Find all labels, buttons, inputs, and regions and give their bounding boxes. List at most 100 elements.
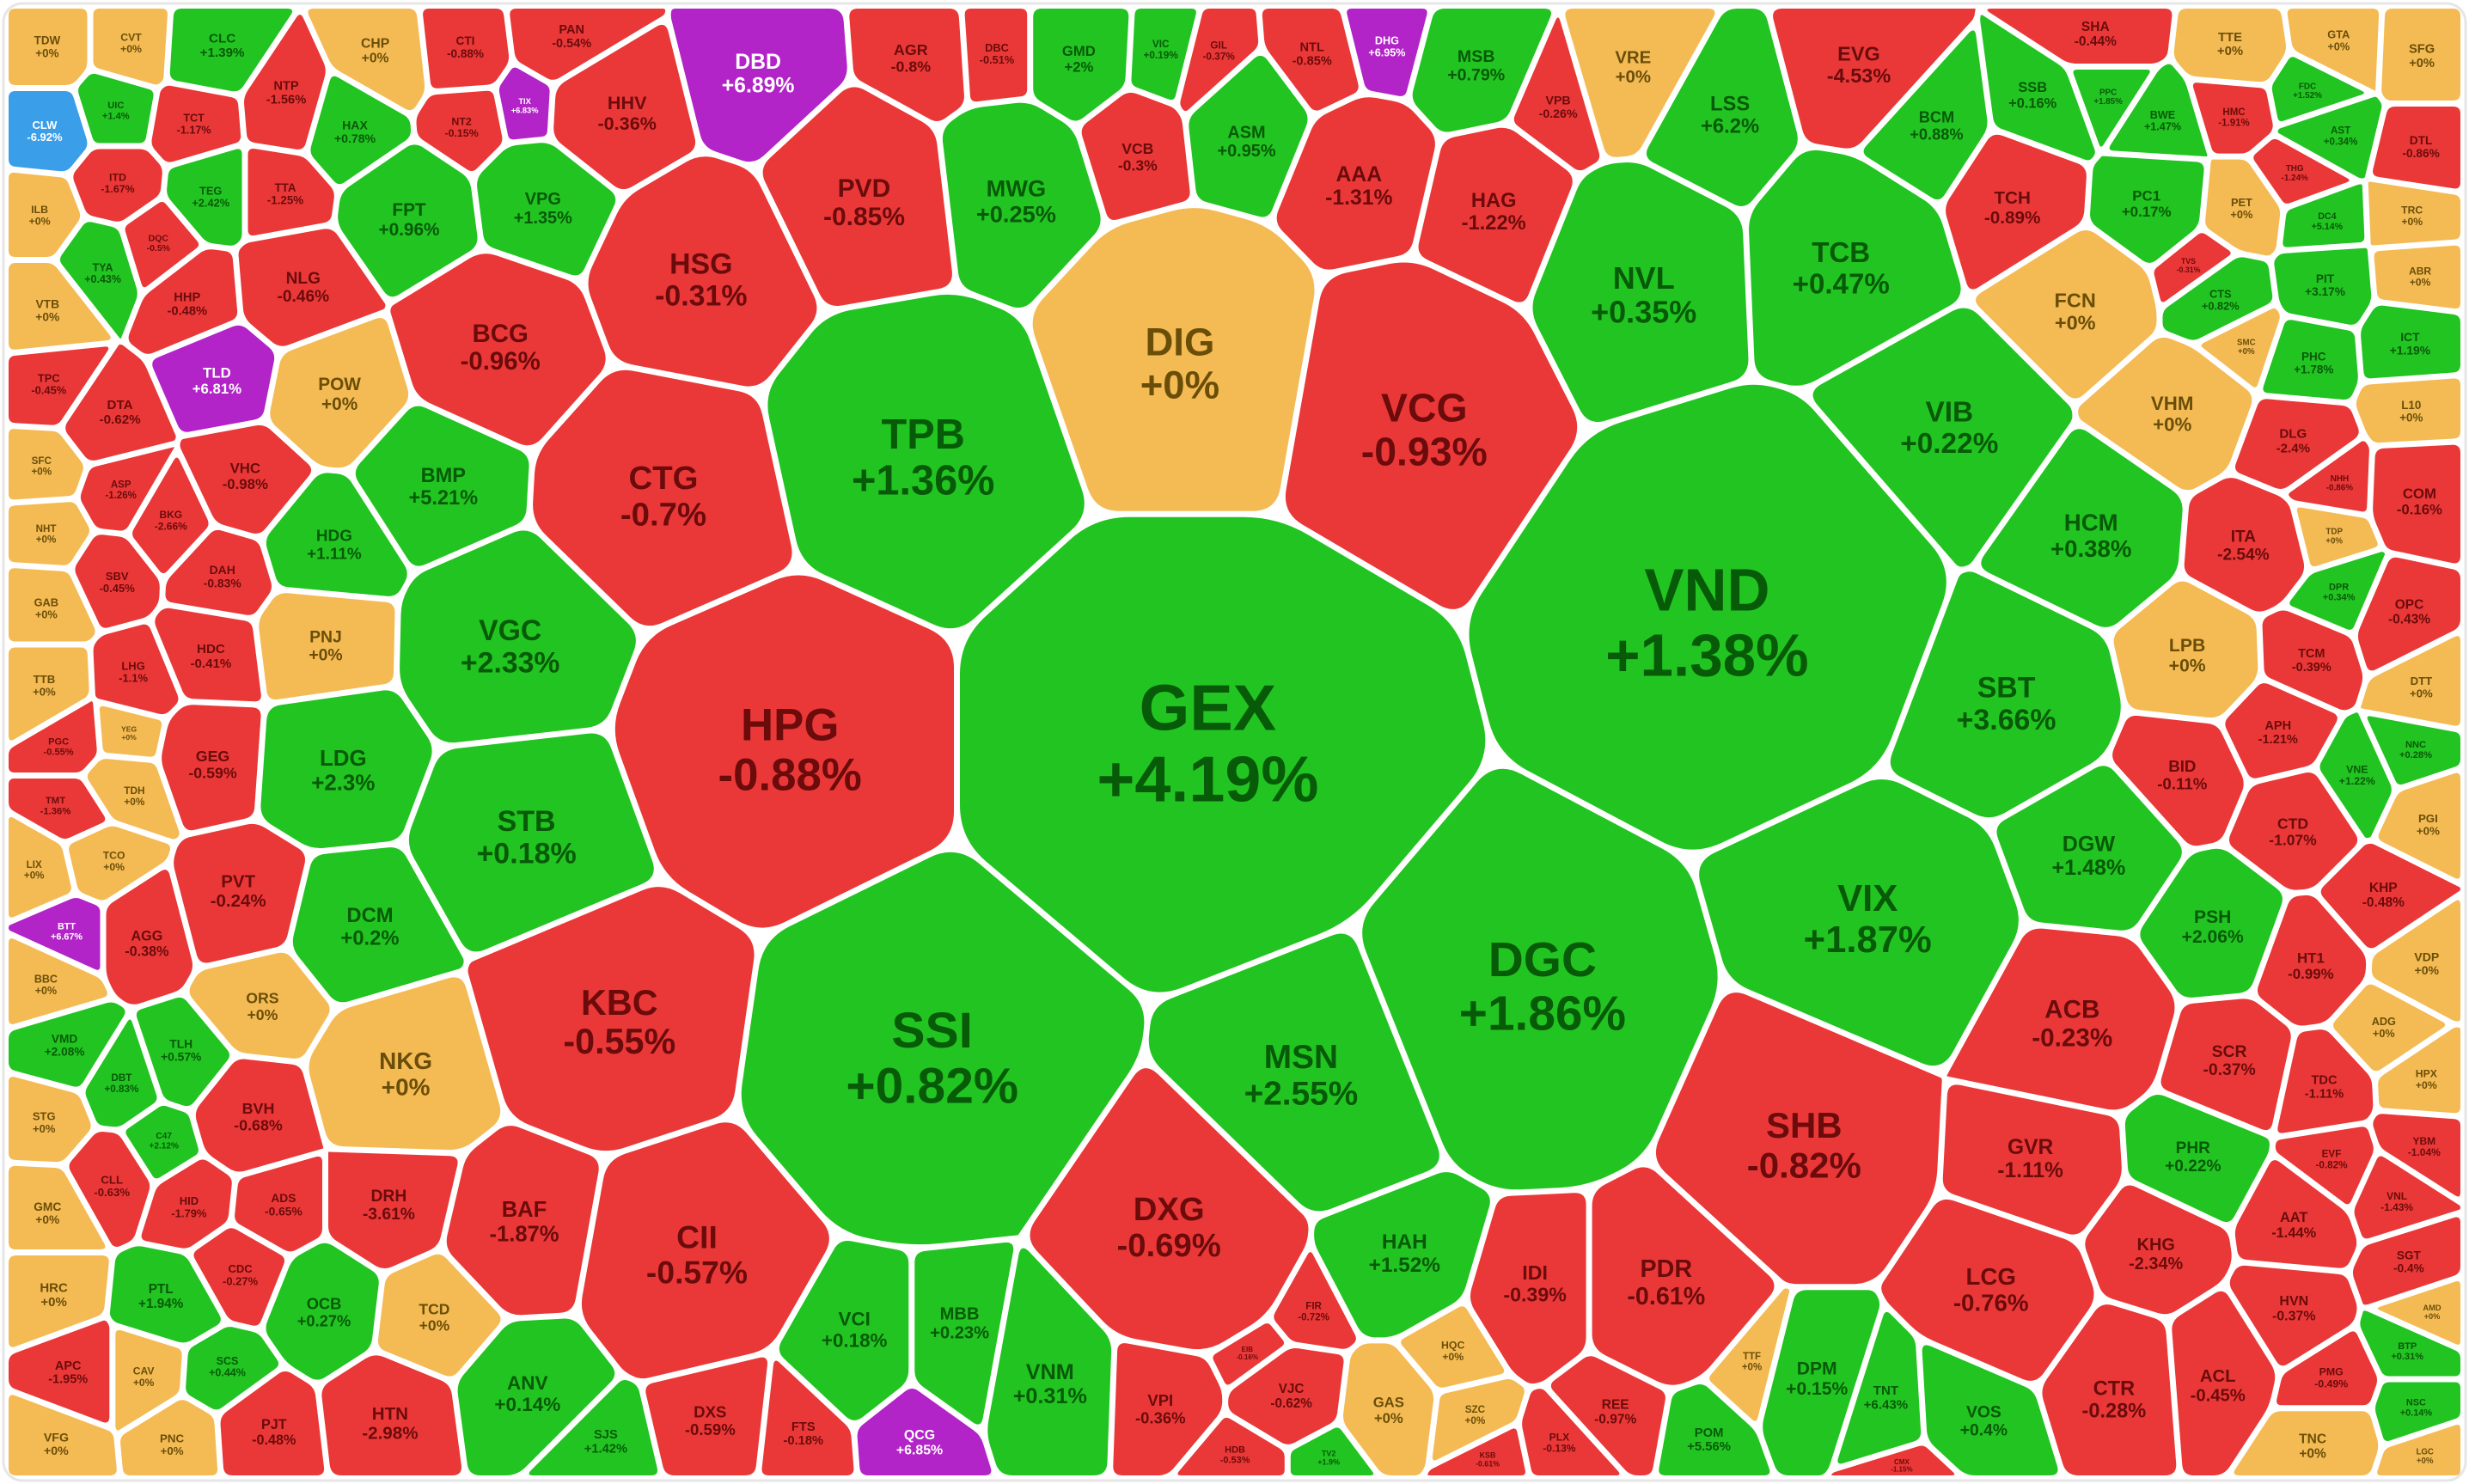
stock-tile-dcm[interactable]: DCM+0.2% [292, 847, 464, 1003]
stock-tile-nvl[interactable]: NVL+0.35% [1532, 162, 1749, 422]
stock-tile-ict[interactable]: ICT+1.19% [2361, 305, 2460, 379]
stock-tile-mwg[interactable]: MWG+0.25% [942, 102, 1101, 308]
stock-tile-tnt[interactable]: TNT+6.43% [1837, 1311, 1922, 1464]
stock-tile-pvd[interactable]: PVD-0.85% [762, 87, 952, 306]
stock-tile-cll[interactable]: CLL-0.63% [69, 1132, 150, 1248]
stock-tile-dtt[interactable]: DTT+0% [2361, 636, 2460, 726]
stock-tile-stb[interactable]: STB+0.18% [408, 733, 654, 952]
stock-tile-pdr[interactable]: PDR-0.61% [1592, 1167, 1775, 1385]
stock-tile-ilb[interactable]: ILB+0% [9, 172, 81, 257]
stock-tile-vmd[interactable]: VMD+2.08% [9, 1002, 125, 1087]
stock-tile-btt[interactable]: BTT+6.67% [9, 897, 101, 970]
stock-tile-vtb[interactable]: VTB+0% [9, 263, 111, 350]
stock-tile-hmc[interactable]: HMC-1.91% [2192, 82, 2273, 154]
stock-tile-ssb[interactable]: SSB+0.16% [1980, 15, 2095, 161]
stock-tile-gmd[interactable]: GMD+2% [1033, 9, 1129, 121]
stock-tile-ttb[interactable]: TTB+0% [9, 647, 89, 741]
stock-tile-apc[interactable]: APC-1.95% [9, 1320, 110, 1423]
stock-tile-ctd[interactable]: CTD-1.07% [2228, 772, 2358, 890]
stock-tile-ctg[interactable]: CTG-0.7% [533, 369, 792, 626]
stock-tile-bvh[interactable]: BVH-0.68% [195, 1059, 324, 1172]
stock-tile-vpg[interactable]: VPG+1.35% [477, 143, 616, 276]
stock-tile-sjs[interactable]: SJS+1.42% [529, 1380, 658, 1475]
stock-tile-tte[interactable]: TTE+0% [2173, 9, 2286, 82]
stock-tile-ntp[interactable]: NTP-1.56% [244, 15, 326, 150]
stock-tile-sfg[interactable]: SFG+0% [2381, 9, 2460, 101]
stock-tile-chp[interactable]: CHP+0% [308, 9, 425, 111]
stock-tile-pom[interactable]: POM+5.56% [1659, 1384, 1770, 1475]
stock-tile-dpm[interactable]: DPM+0.15% [1763, 1290, 1880, 1475]
stock-tile-gvr[interactable]: GVR-1.11% [1942, 1084, 2122, 1235]
stock-tile-cav[interactable]: CAV+0% [115, 1329, 182, 1431]
stock-tile-tld[interactable]: TLD+6.81% [152, 325, 275, 432]
stock-tile-c47[interactable]: C47+2.12% [125, 1105, 199, 1179]
stock-tile-hrc[interactable]: HRC+0% [9, 1255, 109, 1347]
stock-tile-vfg[interactable]: VFG+0% [9, 1395, 117, 1475]
stock-tile-pjt[interactable]: PJT-0.48% [220, 1371, 325, 1475]
stock-tile-abr[interactable]: ABR+0% [2374, 245, 2460, 309]
stock-tile-qcg[interactable]: QCG+6.85% [857, 1388, 992, 1475]
stock-tile-hah[interactable]: HAH+1.52% [1314, 1172, 1490, 1338]
stock-tile-lix[interactable]: LIX+0% [9, 816, 71, 918]
stock-tile-pgi[interactable]: PGI+0% [2378, 773, 2460, 879]
stock-tile-dta[interactable]: DTA-0.62% [65, 345, 176, 461]
stock-tile-tix[interactable]: TIX+6.83% [498, 67, 550, 140]
stock-tile-smc[interactable]: SMC+0% [2201, 308, 2280, 388]
stock-tile-vhc[interactable]: VHC-0.98% [180, 424, 312, 534]
stock-tile-agg[interactable]: AGG-0.38% [106, 870, 193, 1005]
stock-tile-scr[interactable]: SCR-0.37% [2160, 998, 2291, 1131]
stock-tile-aaa[interactable]: AAA-1.31% [1276, 97, 1435, 270]
stock-tile-dbt[interactable]: DBT+0.83% [85, 1019, 157, 1127]
stock-tile-eib[interactable]: EIB-0.16% [1213, 1323, 1285, 1385]
stock-tile-tnc[interactable]: TNC+0% [2234, 1411, 2379, 1475]
stock-tile-vjc[interactable]: VJC-0.62% [1228, 1348, 1344, 1444]
stock-tile-ht1[interactable]: HT1-0.99% [2257, 895, 2367, 1026]
stock-tile-sbv[interactable]: SBV-0.45% [75, 534, 160, 628]
stock-tile-tvs[interactable]: TVS-0.31% [2154, 233, 2231, 302]
stock-tile-lcg[interactable]: LCG-0.76% [1881, 1199, 2094, 1381]
stock-tile-lss[interactable]: LSS+6.2% [1646, 9, 1798, 206]
stock-tile-vdp[interactable]: VDP+0% [2371, 900, 2460, 1022]
stock-tile-bmp[interactable]: BMP+5.21% [355, 406, 529, 566]
stock-tile-gex[interactable]: GEX+4.19% [960, 516, 1486, 992]
stock-tile-pow[interactable]: POW+0% [270, 318, 409, 468]
stock-tile-nhh[interactable]: NHH-0.86% [2289, 441, 2369, 512]
stock-tile-asm[interactable]: ASM+0.95% [1189, 55, 1308, 217]
stock-tile-pgc[interactable]: PGC-0.55% [9, 701, 97, 773]
stock-tile-lhg[interactable]: LHG-1.1% [93, 624, 179, 715]
stock-tile-tv2[interactable]: TV2+1.9% [1290, 1427, 1374, 1475]
stock-tile-tpc[interactable]: TPC-0.45% [9, 346, 109, 425]
stock-tile-gas[interactable]: GAS+0% [1343, 1343, 1434, 1475]
stock-tile-hax[interactable]: HAX+0.78% [310, 76, 412, 185]
stock-tile-dah[interactable]: DAH-0.83% [165, 529, 272, 615]
stock-tile-hdc[interactable]: HDC-0.41% [155, 608, 261, 702]
stock-tile-pc1[interactable]: PC1+0.17% [2090, 156, 2204, 263]
stock-tile-nt2[interactable]: NT2-0.15% [416, 90, 503, 172]
stock-tile-pmg[interactable]: PMG-0.49% [2276, 1331, 2378, 1406]
stock-tile-bcg[interactable]: BCG-0.96% [390, 253, 606, 446]
stock-tile-thg[interactable]: THG-1.24% [2253, 138, 2350, 204]
stock-tile-tct[interactable]: TCT-1.17% [151, 85, 241, 162]
stock-tile-ksb[interactable]: KSB-0.61% [1427, 1428, 1525, 1475]
stock-tile-tdp[interactable]: TDP+0% [2296, 507, 2378, 567]
stock-tile-adg[interactable]: ADG+0% [2332, 984, 2446, 1072]
stock-tile-tpb[interactable]: TPB+1.36% [767, 294, 1085, 629]
stock-tile-pet[interactable]: PET+0% [2205, 159, 2281, 256]
stock-tile-uic[interactable]: UIC+1.4% [78, 73, 154, 144]
stock-tile-vic[interactable]: VIC+0.19% [1131, 9, 1196, 101]
stock-tile-nht[interactable]: NHT+0% [9, 502, 90, 565]
stock-tile-scs[interactable]: SCS+0.44% [186, 1327, 279, 1410]
stock-tile-dbd[interactable]: DBD+6.89% [670, 9, 847, 162]
stock-tile-cvt[interactable]: CVT+0% [93, 9, 168, 85]
stock-tile-nkg[interactable]: NKG+0% [309, 977, 501, 1151]
stock-tile-vnl[interactable]: VNL-1.43% [2354, 1156, 2460, 1239]
stock-tile-szc[interactable]: SZC+0% [1432, 1379, 1525, 1461]
stock-tile-ptl[interactable]: PTL+1.94% [109, 1246, 221, 1343]
stock-tile-ttf[interactable]: TTF+0% [1709, 1288, 1790, 1421]
stock-tile-hag[interactable]: HAG-1.22% [1418, 127, 1573, 302]
stock-tile-nsc[interactable]: NSC+0.14% [2374, 1382, 2460, 1442]
stock-tile-fcn[interactable]: FCN+0% [1976, 229, 2157, 399]
stock-tile-dtl[interactable]: DTL-0.86% [2373, 107, 2460, 189]
stock-tile-evg[interactable]: EVG-4.53% [1773, 9, 1976, 149]
stock-tile-bwe[interactable]: BWE+1.47% [2109, 64, 2208, 157]
